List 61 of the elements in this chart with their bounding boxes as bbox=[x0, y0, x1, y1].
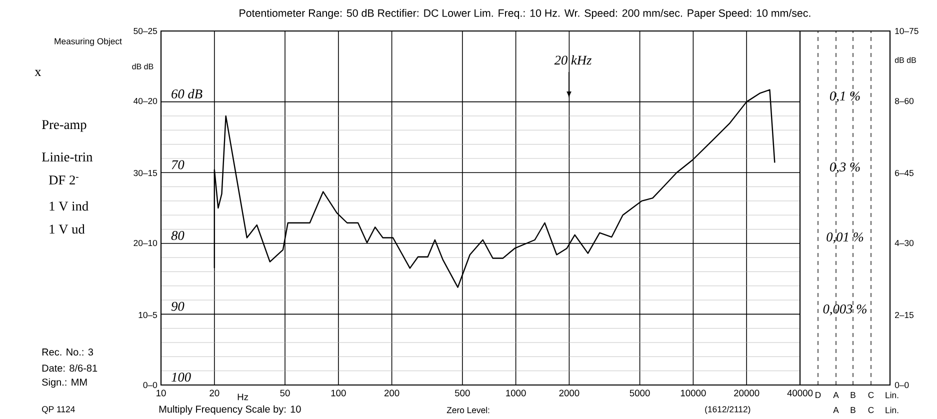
chart-title: Potentiometer Range: 50 dB Rectifier: DC Lower Lim. Freq.: 10 Hz. Wr. Speed: 200 mm/sec. Paper Speed: 10 mm/sec. bbox=[240, 9, 810, 19]
text: 0,003 % bbox=[823, 304, 866, 316]
text: 0,3 % bbox=[830, 162, 860, 174]
text: 50–25 bbox=[134, 28, 158, 34]
x-tick-label: 1000 bbox=[506, 390, 526, 396]
text: A bbox=[833, 392, 839, 398]
text: C bbox=[868, 406, 874, 414]
text: Lin. bbox=[886, 406, 898, 414]
text: 20–10 bbox=[134, 240, 158, 246]
text: Sign.: MM bbox=[42, 378, 87, 388]
text: Linie-trin bbox=[42, 152, 93, 162]
x-tick-label: 20000 bbox=[734, 390, 760, 396]
y-tick-label: 100 bbox=[172, 372, 191, 382]
text: x bbox=[34, 70, 42, 76]
text: C bbox=[868, 392, 874, 398]
x-tick-label: 500 bbox=[454, 390, 470, 396]
y-tick-label: 80 bbox=[171, 231, 184, 240]
text: 10–75 bbox=[895, 28, 918, 34]
text: 0,01 % bbox=[826, 232, 864, 244]
text: B bbox=[850, 407, 856, 413]
x-tick-label: 10000 bbox=[680, 390, 706, 396]
x-tick-label: 50 bbox=[280, 390, 290, 396]
x-tick-label: 10 bbox=[156, 390, 166, 396]
text: 30–15 bbox=[134, 170, 158, 176]
text: 1 V ind bbox=[50, 201, 88, 211]
text: 2–15 bbox=[895, 312, 914, 318]
annotation: 20 kHz bbox=[554, 55, 592, 65]
text: 0–0 bbox=[143, 382, 158, 388]
text: DF 2$^{-}$ bbox=[48, 176, 78, 184]
text: 4–30 bbox=[894, 240, 914, 246]
text: Pre-amp bbox=[42, 120, 86, 132]
x-tick-label: 5000 bbox=[630, 390, 650, 396]
text: 8–60 bbox=[894, 98, 914, 104]
x-tick-label: 40000 bbox=[787, 390, 813, 396]
x-tick-label: 100 bbox=[331, 390, 346, 396]
text: Rec. No.: 3 bbox=[42, 348, 94, 356]
x-axis-title: Hz bbox=[238, 394, 248, 400]
text: 0–0 bbox=[894, 382, 909, 388]
text: 40–20 bbox=[134, 98, 158, 104]
y-tick-label: 90 bbox=[171, 302, 184, 311]
text: D bbox=[816, 392, 821, 398]
y-tick-label: 60 dB bbox=[172, 89, 202, 98]
text: Zero Level: bbox=[446, 406, 490, 414]
text: Lin. bbox=[886, 392, 898, 398]
text: 0,1 % bbox=[830, 91, 860, 102]
text: dB dB bbox=[894, 57, 916, 63]
y-tick-label: 70 bbox=[172, 160, 184, 170]
text: Date: 8/6-81 bbox=[42, 364, 98, 372]
text: A bbox=[833, 407, 839, 413]
text: 1 V ud bbox=[50, 224, 85, 234]
x-tick-label: 200 bbox=[384, 390, 400, 396]
text: QP 1124 bbox=[42, 406, 75, 414]
text: (1612/2112) bbox=[705, 406, 750, 414]
text: 10–5 bbox=[138, 312, 158, 318]
y-axis-title: dB dB bbox=[132, 63, 154, 70]
x-tick-label: 20 bbox=[210, 390, 220, 396]
text: Multiply Frequency Scale by: 10 bbox=[159, 405, 301, 415]
text: B bbox=[850, 392, 856, 398]
text: Measuring Object bbox=[54, 38, 122, 46]
text: 6–45 bbox=[895, 170, 914, 176]
x-tick-label: 2000 bbox=[559, 390, 580, 396]
